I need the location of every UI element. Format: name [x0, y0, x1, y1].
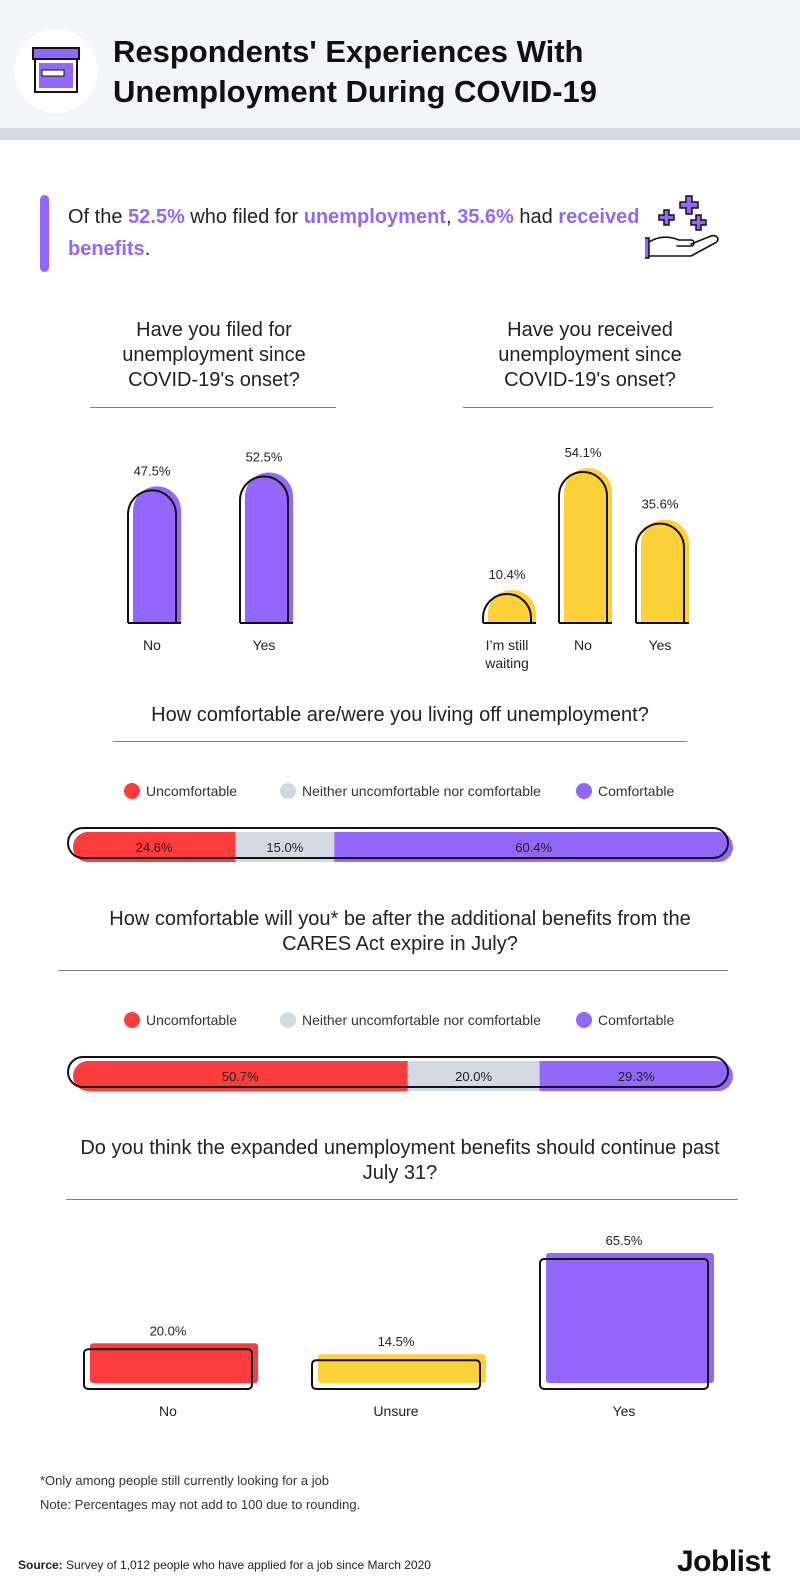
hand-with-plus-signs-icon [645, 195, 719, 259]
chart1-title-rule [90, 407, 336, 408]
chart5-value-label: 20.0% [150, 1323, 187, 1338]
chart4-title-rule [58, 970, 728, 971]
chart3-legend-uncomfortable: Uncomfortable [124, 783, 237, 799]
callout-highlight-unemployment: unemployment [303, 206, 446, 228]
chart2-category-label: Yes [649, 637, 672, 653]
chart2-value-label: 10.4% [489, 567, 526, 582]
chart2-category-label: I’m still [486, 637, 529, 653]
chart2-category-label: waiting [484, 655, 529, 671]
chart2-bar-outline [558, 471, 608, 623]
chart2-bar-fill [641, 519, 689, 623]
chart1-bar-fill [133, 486, 181, 623]
chart2-bar-outline [635, 522, 685, 623]
chart3-legend-comfortable: Comfortable [576, 783, 674, 799]
header-banner [0, 0, 800, 128]
chart4-legend-neither: Neither uncomfortable nor comfortable [280, 1012, 541, 1028]
chart5-value-label: 14.5% [378, 1334, 415, 1349]
chart2-bar-outline [482, 593, 532, 623]
chart3-segment-label: 60.4% [515, 840, 552, 855]
chart2-bar-fill [488, 589, 536, 623]
chart3-title: How comfortable are/were you living off … [151, 704, 649, 726]
chart5-title: Do you think the expanded unemployment b… [80, 1137, 720, 1184]
chart5-title-rule [66, 1199, 738, 1200]
chart2-title: Have you received unemployment since COV… [498, 319, 682, 391]
chart1-value-label: 47.5% [134, 463, 171, 478]
chart2-category-label: No [574, 637, 592, 653]
chart3-title-rule [113, 741, 687, 742]
archive-box-icon [32, 47, 80, 93]
chart3-legend-neither: Neither uncomfortable nor comfortable [280, 783, 541, 799]
callout-highlight-received-pct: 35.6% [457, 206, 514, 228]
callout-text-4: had [513, 206, 559, 228]
rounding-note: Note: Percentages may not add to 100 due… [40, 1497, 361, 1512]
chart4-legend-uncomfortable: Uncomfortable [124, 1012, 237, 1028]
chart2-value-label: 54.1% [565, 445, 602, 460]
title-line-2: Unemployment During COVID-19 [113, 74, 597, 109]
chart5-bar-outline [83, 1348, 253, 1390]
legend-swatch-gray [280, 783, 296, 799]
legend-label: Uncomfortable [146, 1012, 238, 1028]
legend-label: Uncomfortable [146, 783, 238, 799]
chart5-bar-outline [311, 1359, 481, 1390]
chart1-value-label: 52.5% [246, 449, 283, 464]
page-title: Respondents' Experiences With Unemployme… [113, 32, 773, 112]
chart1-bar-outline [127, 489, 177, 623]
chart4-title: How comfortable will you* be after the a… [109, 908, 691, 955]
chart3-segment-label: 15.0% [266, 840, 303, 855]
source-label: Source: [18, 1558, 63, 1572]
legend-swatch-red [124, 783, 140, 799]
chart4-segment-label: 29.3% [618, 1069, 655, 1084]
callout-highlight-received-benefits: received benefits [68, 206, 640, 260]
legend-swatch-purple [576, 1012, 592, 1028]
chart4-segment-label: 20.0% [455, 1069, 492, 1084]
chart5-bar-fill [546, 1253, 714, 1383]
chart1-bar-outline [239, 475, 289, 623]
chart1-category-label: No [143, 637, 161, 653]
callout-text-2: who filed for [184, 206, 304, 228]
legend-label: Comfortable [598, 1012, 675, 1028]
legend-swatch-red [124, 1012, 140, 1028]
header-divider [0, 128, 800, 140]
chart1-title: Have you filed for unemployment since CO… [122, 319, 306, 391]
chart5-bar-fill [318, 1354, 486, 1383]
callout-text-3: , [445, 206, 458, 228]
legend-label: Comfortable [598, 783, 675, 799]
legend-label: Neither uncomfortable nor comfortable [302, 1012, 541, 1028]
legend-label: Neither uncomfortable nor comfortable [302, 783, 541, 799]
chart5-category-label: No [159, 1403, 177, 1419]
chart5-category-label: Unsure [373, 1403, 418, 1419]
callout-text-1: Of the [68, 206, 129, 228]
footnote: *Only among people still currently looki… [40, 1473, 330, 1488]
callout-highlight-filed-pct: 52.5% [128, 206, 185, 228]
chart2-value-label: 35.6% [642, 497, 679, 512]
chart4-legend-comfortable: Comfortable [576, 1012, 674, 1028]
chart5-value-label: 65.5% [606, 1233, 643, 1248]
title-line-1: Respondents' Experiences With [113, 34, 584, 69]
logo-badge [14, 29, 98, 113]
chart5-bar-fill [90, 1343, 258, 1383]
source-text: Survey of 1,012 people who have applied … [62, 1558, 431, 1572]
callout-text: Of the 52.5% who filed for unemployment,… [68, 201, 658, 265]
callout-accent-bar [40, 195, 49, 272]
chart4-outline [67, 1056, 729, 1088]
legend-swatch-gray [280, 1012, 296, 1028]
chart3-segment-label: 24.6% [136, 840, 173, 855]
chart5-bar-outline [539, 1258, 709, 1390]
chart2-bar-fill [564, 468, 612, 623]
chart1-category-label: Yes [253, 637, 276, 653]
chart2-title-rule [463, 407, 713, 408]
chart1-bar-fill [245, 472, 293, 623]
joblist-logo: Joblist [677, 1545, 771, 1578]
chart5-category-label: Yes [613, 1403, 636, 1419]
legend-swatch-purple [576, 783, 592, 799]
chart4-segment-label: 50.7% [222, 1069, 259, 1084]
source-line: Source: Survey of 1,012 people who have … [18, 1558, 431, 1572]
chart3-outline [67, 827, 729, 859]
callout-text-5: . [144, 238, 151, 260]
